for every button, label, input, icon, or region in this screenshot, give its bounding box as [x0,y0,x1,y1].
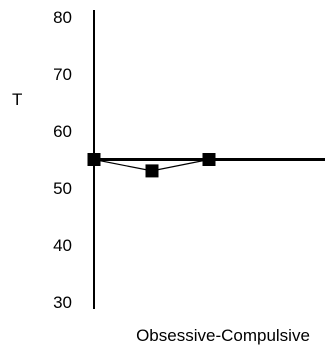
y-axis-title: T [12,90,22,109]
y-tick-label: 50 [53,179,72,198]
x-axis-title: Obsessive-Compulsive [136,326,310,345]
data-point-marker [87,153,101,166]
y-tick-label: 30 [53,293,72,312]
y-tick-label: 70 [53,65,72,84]
data-markers [87,153,216,178]
data-point-marker [202,153,216,166]
data-point-marker [145,164,159,178]
y-tick-label: 60 [53,122,72,141]
y-tick-labels: 80 70 60 50 40 30 [53,8,72,312]
y-tick-label: 80 [53,8,72,27]
y-tick-label: 40 [53,236,72,255]
